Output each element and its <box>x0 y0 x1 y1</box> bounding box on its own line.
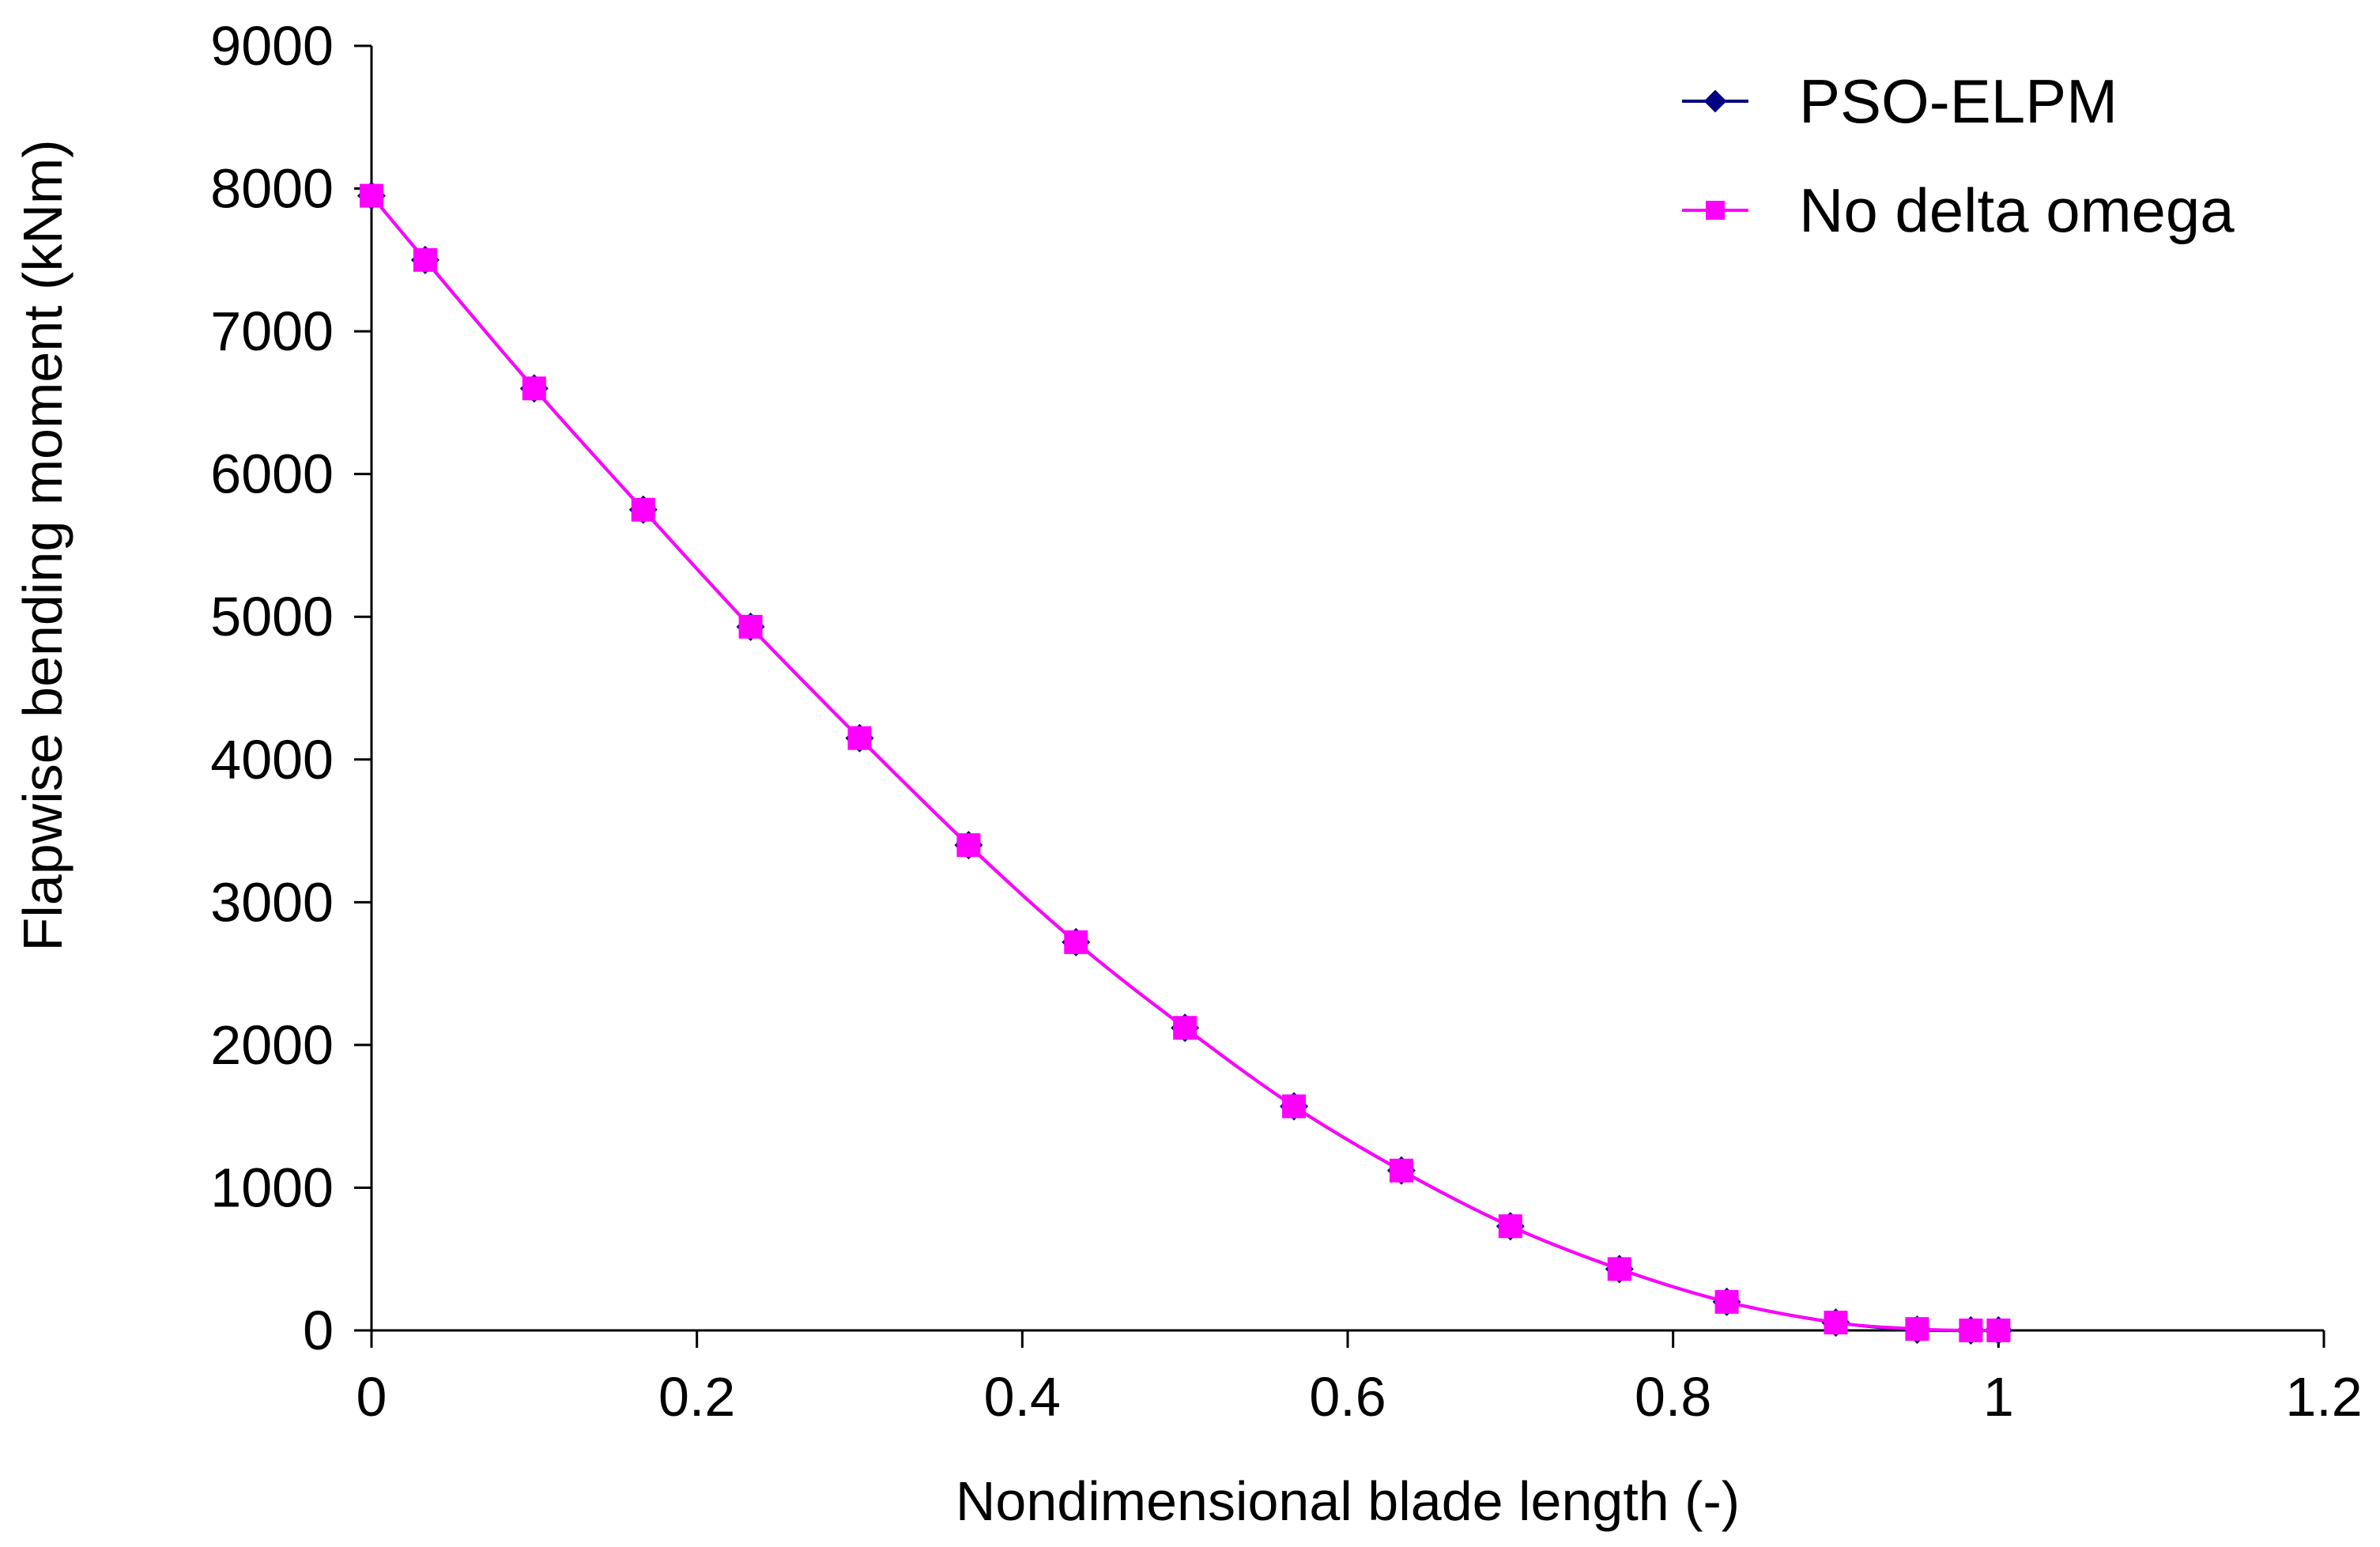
series-line <box>370 194 1999 1333</box>
y-tick-label: 6000 <box>210 443 334 505</box>
legend-marker <box>1706 201 1725 220</box>
x-tick-label: 0.6 <box>1309 1366 1386 1428</box>
y-tick-label: 7000 <box>210 300 334 362</box>
x-tick-label: 0.8 <box>1635 1366 1711 1428</box>
data-point <box>360 183 383 208</box>
data-point <box>1064 930 1088 954</box>
data-point <box>1959 1319 1983 1342</box>
series-pso-elpm <box>357 181 2013 1345</box>
y-tick-label: 3000 <box>210 871 334 933</box>
data-point <box>413 247 437 272</box>
data-point <box>1607 1257 1631 1281</box>
y-tick-label: 9000 <box>210 15 334 77</box>
y-axis-title: Flapwise bending moment (kNm) <box>12 139 74 951</box>
x-tick-label: 1 <box>1983 1366 2014 1428</box>
x-axis-title: Nondimensional blade length (-) <box>956 1470 1740 1532</box>
data-point <box>1824 1311 1848 1335</box>
y-tick-label: 8000 <box>210 158 334 220</box>
y-tick-label: 0 <box>303 1300 334 1361</box>
data-point <box>1282 1094 1307 1119</box>
y-tick-label: 1000 <box>210 1156 334 1218</box>
x-axis-ticks: 0 0.2 0.4 0.6 0.8 1 1.2 <box>356 1330 2363 1428</box>
data-point <box>1986 1319 2011 1342</box>
x-tick-label: 0.2 <box>658 1366 735 1428</box>
data-point <box>1389 1158 1413 1183</box>
series-layer <box>357 181 2013 1345</box>
legend-marker <box>1703 89 1727 113</box>
y-tick-label: 2000 <box>210 1014 334 1076</box>
data-point <box>847 726 872 750</box>
data-point <box>1173 1016 1198 1040</box>
data-point <box>956 833 981 858</box>
legend-label: No delta omega <box>1799 175 2235 245</box>
y-axis-ticks: 0 1000 2000 3000 4000 5000 6000 7000 8000 9000 <box>210 15 372 1361</box>
data-point <box>1714 1289 1739 1314</box>
legend-item: No delta omega <box>1682 175 2235 245</box>
data-point <box>631 497 655 522</box>
series-no-delta-omega <box>360 183 2011 1342</box>
series-line <box>370 194 1999 1333</box>
legend-label: PSO-ELPM <box>1799 66 2118 136</box>
legend: PSO-ELPM No delta omega <box>1682 66 2235 245</box>
x-tick-label: 0.4 <box>984 1366 1061 1428</box>
y-tick-label: 5000 <box>210 586 334 647</box>
data-point <box>738 614 763 639</box>
data-point <box>1905 1317 1929 1341</box>
data-point <box>522 376 546 401</box>
data-point <box>1498 1214 1522 1239</box>
x-tick-label: 0 <box>356 1366 387 1428</box>
legend-item: PSO-ELPM <box>1682 66 2118 136</box>
y-tick-label: 4000 <box>210 729 334 790</box>
x-tick-label: 1.2 <box>2285 1366 2362 1428</box>
